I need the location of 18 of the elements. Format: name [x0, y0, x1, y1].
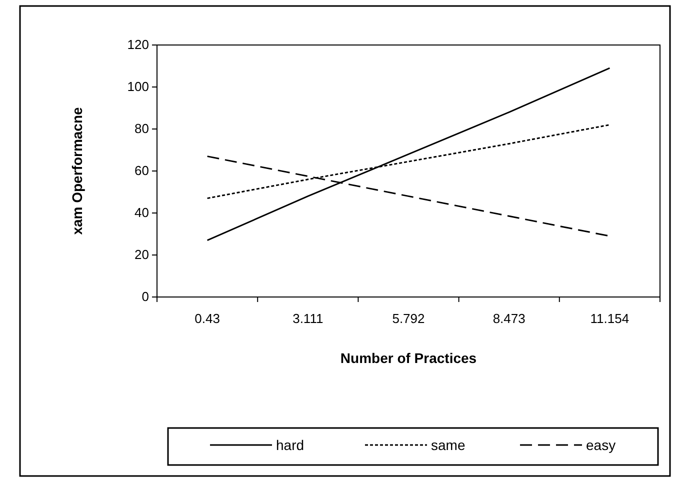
x-tick-label: 11.154	[590, 311, 630, 326]
y-tick-label: 20	[134, 247, 149, 262]
y-tick-label: 80	[134, 121, 149, 136]
y-tick-label: 60	[134, 163, 149, 178]
legend-label: hard	[276, 437, 304, 453]
y-tick-label: 120	[127, 37, 149, 52]
y-axis-title: xam Operformacne	[69, 106, 85, 235]
legend-label: same	[431, 437, 466, 453]
y-tick-label: 40	[134, 205, 149, 220]
x-tick-label: 5.792	[392, 311, 425, 326]
line-series	[206, 67, 610, 242]
x-tick-label: 3.111	[292, 311, 324, 326]
x-tick-label: 0.43	[194, 311, 220, 326]
legend-label: easy	[586, 437, 616, 453]
x-tick-label: 8.473	[492, 311, 526, 326]
y-tick-label: 0	[142, 289, 149, 304]
y-tick-label: 100	[127, 79, 149, 94]
x-axis-title: Number of Practices	[340, 350, 477, 366]
